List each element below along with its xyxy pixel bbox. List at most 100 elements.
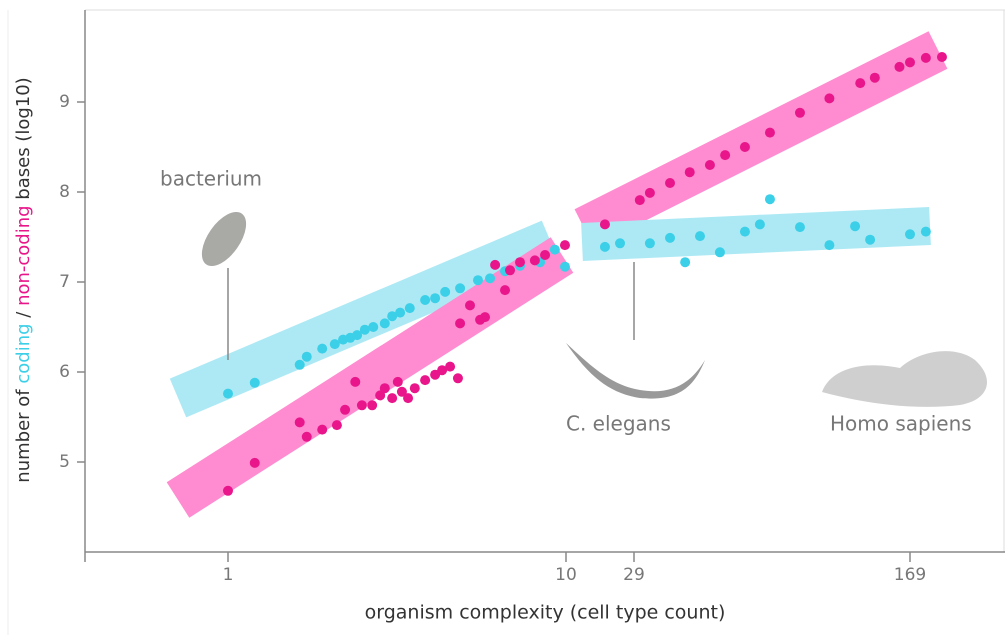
data-point	[739, 142, 750, 152]
data-point	[317, 343, 328, 354]
data-point	[294, 417, 305, 428]
data-point	[515, 257, 526, 268]
illustrations	[201, 211, 987, 407]
data-point	[490, 259, 501, 270]
data-point	[420, 375, 431, 386]
trend-bands	[166, 31, 948, 518]
data-point	[301, 351, 312, 362]
data-point	[694, 231, 705, 242]
data-point	[764, 127, 775, 138]
data-point	[865, 234, 876, 245]
data-point	[437, 365, 448, 376]
data-point	[599, 241, 610, 252]
data-point	[644, 187, 655, 198]
data-point	[352, 330, 363, 341]
data-point	[680, 257, 691, 268]
data-point	[396, 386, 407, 397]
data-point	[599, 219, 610, 230]
data-point	[350, 376, 361, 387]
data-point	[445, 361, 456, 372]
data-point	[249, 377, 260, 388]
data-point	[505, 265, 516, 276]
y-tick-label: 9	[59, 92, 70, 112]
y-axis-title-part: /	[13, 311, 34, 318]
data-point	[465, 300, 476, 311]
data-point	[684, 167, 695, 178]
bacterium-icon	[201, 211, 247, 267]
data-point	[549, 244, 560, 255]
data-point	[485, 273, 496, 284]
x-tick-label: 10	[555, 565, 577, 585]
data-point	[905, 229, 915, 240]
x-axis-title: organism complexity (cell type count)	[365, 602, 726, 624]
y-axis-title: number of coding / non-coding bases (log…	[13, 77, 34, 482]
data-point	[754, 219, 765, 230]
data-point	[665, 232, 676, 243]
data-point	[634, 195, 645, 206]
data-point	[714, 247, 725, 258]
y-tick-label: 8	[59, 182, 70, 202]
data-point	[403, 393, 414, 404]
data-point	[615, 238, 626, 249]
data-point	[644, 238, 655, 249]
data-point	[420, 295, 431, 305]
data-point	[559, 240, 570, 251]
data-point	[301, 431, 312, 442]
y-tick-label: 5	[59, 452, 70, 472]
y-axis-title-part: coding	[13, 323, 34, 383]
baby-icon	[822, 351, 987, 407]
data-point	[540, 250, 551, 260]
x-tick-label: 1	[223, 565, 234, 585]
data-point	[440, 286, 451, 297]
annotation: bacterium	[160, 167, 262, 191]
data-point	[356, 400, 367, 411]
data-point	[387, 311, 398, 322]
data-point	[794, 222, 805, 233]
data-point	[455, 283, 466, 294]
ticks: 5 6 7 8 9 1 10 29 169	[59, 92, 926, 585]
coding-trend-band	[169, 220, 559, 418]
data-point	[430, 293, 441, 304]
data-point	[223, 485, 233, 496]
data-point	[559, 261, 570, 272]
data-point	[894, 61, 905, 72]
data-point	[340, 404, 351, 415]
data-point	[764, 194, 775, 205]
data-point	[387, 393, 398, 404]
x-tick-label: 29	[623, 565, 645, 585]
data-point	[452, 373, 463, 384]
y-axis-title-part: non-coding	[13, 205, 34, 306]
data-point	[936, 52, 947, 62]
data-point	[294, 359, 305, 370]
annotation: Homo sapiens	[830, 412, 972, 436]
data-point	[529, 255, 540, 266]
data-point	[329, 339, 340, 350]
data-point	[794, 107, 805, 118]
coding-trend-band	[581, 207, 931, 261]
data-point	[249, 457, 260, 468]
data-point	[331, 420, 342, 431]
data-point	[720, 150, 731, 161]
data-point	[665, 178, 676, 188]
y-axis-title-part: number of	[13, 389, 34, 483]
data-point	[905, 57, 915, 68]
data-point	[455, 318, 466, 329]
data-point	[920, 226, 931, 237]
data-point	[317, 424, 328, 435]
points	[223, 52, 947, 496]
data-point	[395, 307, 406, 318]
data-point	[739, 226, 750, 237]
data-point	[855, 78, 866, 89]
data-point	[223, 388, 233, 399]
data-point	[404, 303, 415, 314]
data-point	[824, 240, 835, 251]
data-point	[392, 376, 403, 387]
data-point	[824, 93, 835, 104]
y-tick-label: 6	[59, 362, 70, 382]
data-point	[869, 72, 880, 83]
data-point	[359, 324, 370, 335]
data-point	[480, 312, 491, 323]
data-point	[850, 221, 861, 232]
data-point	[367, 400, 378, 411]
